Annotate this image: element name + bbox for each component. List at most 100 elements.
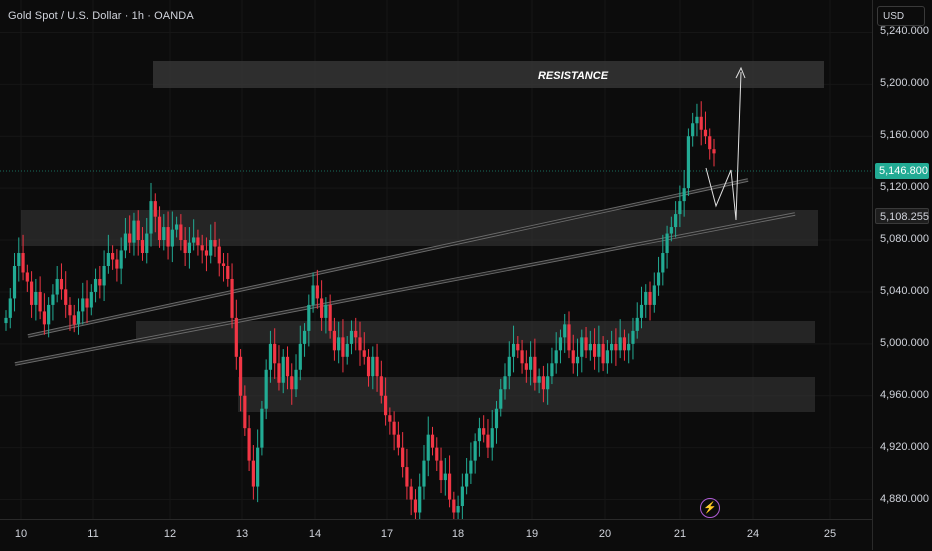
candle-body	[324, 304, 328, 318]
candle-body	[435, 447, 439, 461]
candle-body	[392, 421, 396, 435]
candle-body	[648, 291, 652, 305]
candle-body	[204, 250, 209, 256]
candle-body	[328, 304, 332, 331]
candle-body	[354, 330, 358, 338]
candle-body	[575, 356, 580, 364]
candle-body	[371, 356, 375, 377]
candle-body	[580, 337, 584, 357]
candle-body	[47, 304, 51, 325]
candle-body	[418, 486, 422, 513]
candle-body	[115, 259, 119, 269]
candle-body	[405, 467, 409, 487]
candle-body	[145, 233, 149, 254]
support-zone-upper	[21, 210, 818, 246]
candle-body	[614, 343, 618, 351]
candle-body	[12, 265, 17, 299]
candle-body	[571, 350, 575, 364]
candle-body	[42, 311, 46, 325]
candle-body	[17, 253, 21, 266]
candle-body	[307, 304, 311, 331]
candle-body	[179, 224, 183, 241]
date-tick: 13	[235, 528, 249, 540]
candle-body	[106, 253, 110, 266]
candle-body	[550, 363, 554, 377]
candle-body	[507, 356, 511, 377]
candle-body	[315, 285, 319, 299]
candle-body	[494, 408, 499, 429]
candle-body	[140, 240, 145, 254]
date-tick: 10	[14, 528, 28, 540]
candle-body	[456, 506, 460, 513]
candle-body	[499, 389, 503, 409]
candle-body	[221, 263, 226, 266]
candle-body	[567, 324, 571, 351]
price-axis[interactable]	[872, 0, 932, 550]
candle-body	[251, 460, 255, 487]
currency-selector[interactable]: USD	[877, 6, 925, 26]
candle-body	[217, 246, 221, 264]
price-tick: 4,880.000	[880, 492, 929, 505]
trendlines	[14, 178, 796, 366]
price-chart[interactable]: RESISTANCE	[0, 0, 872, 519]
candle-body	[55, 278, 59, 295]
candle-body	[639, 304, 644, 318]
candle-body	[38, 291, 42, 312]
candle-body	[4, 317, 8, 324]
candle-body	[132, 220, 136, 243]
candle-body	[281, 356, 285, 383]
candle-body	[64, 289, 68, 305]
flash-icon[interactable]: ⚡	[700, 498, 720, 518]
candle-body	[563, 324, 567, 338]
resistance-zone	[153, 61, 824, 88]
price-tick: 5,120.000	[880, 181, 929, 194]
candle-body	[426, 434, 430, 461]
candle-body	[541, 376, 545, 390]
candle-body	[644, 291, 648, 305]
candle-body	[473, 441, 477, 461]
candle-body	[320, 298, 324, 318]
candle-body	[610, 343, 614, 351]
candle-body	[452, 499, 456, 513]
symbol-title[interactable]: Gold Spot / U.S. Dollar · 1h · OANDA	[8, 10, 194, 22]
candle-body	[170, 229, 174, 247]
time-axis[interactable]	[0, 519, 872, 551]
candle-body	[25, 272, 29, 282]
candle-body	[490, 428, 494, 448]
candle-body	[196, 237, 200, 246]
candle-body	[375, 356, 379, 377]
candle-body	[76, 311, 81, 325]
resistance-label: RESISTANCE	[538, 70, 609, 82]
grid	[0, 0, 872, 519]
date-tick: 17	[380, 528, 394, 540]
price-tick: 5,200.000	[880, 77, 929, 90]
candle-body	[430, 434, 435, 448]
candle-body	[341, 337, 345, 357]
candle-body	[443, 473, 447, 481]
candle-body	[81, 298, 85, 312]
candle-body	[362, 350, 366, 357]
current-price-tag: 5,146.800	[875, 163, 929, 179]
candle-body	[260, 408, 264, 448]
trendline-upper	[27, 179, 749, 337]
candle-body	[128, 233, 132, 243]
candle-body	[503, 376, 507, 390]
candle-body	[383, 395, 388, 416]
candle-body	[136, 220, 140, 241]
candle-body	[268, 343, 273, 370]
candle-body	[34, 291, 38, 305]
candle-body	[712, 149, 716, 154]
candle-body	[691, 123, 695, 137]
candle-body	[85, 298, 89, 308]
candle-body	[703, 129, 708, 137]
candle-body	[529, 356, 533, 370]
candle-body	[588, 343, 592, 351]
candle-body	[29, 281, 34, 305]
candle-body	[627, 343, 631, 351]
candle-body	[72, 315, 76, 325]
candle-body	[388, 415, 392, 422]
candle-body	[533, 356, 537, 383]
candle-body	[695, 116, 699, 124]
candle-body	[486, 434, 490, 448]
